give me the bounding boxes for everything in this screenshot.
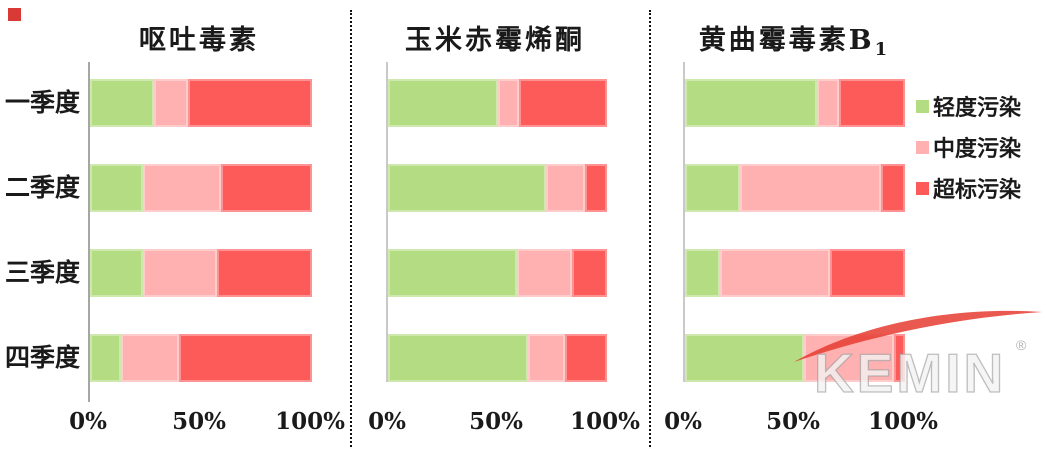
- row-label-q4: 四季度: [4, 343, 80, 372]
- bar-segment-medium: [740, 164, 881, 212]
- legend-label: 中度污染: [933, 136, 1022, 162]
- panel-title-text: 呕吐毒素: [139, 25, 259, 56]
- x-tick-50: 50%: [766, 408, 820, 435]
- bar-segment-medium: [121, 334, 179, 382]
- bar-segment-medium: [154, 79, 188, 127]
- bar-row: [685, 334, 905, 382]
- bar-segment-medium: [720, 249, 831, 297]
- bar-segment-light: [90, 249, 144, 297]
- dotted-divider-1: [350, 10, 352, 447]
- legend-label: 轻度污染: [933, 95, 1022, 121]
- bar-segment-exceed: [585, 164, 607, 212]
- bar-segment-light: [388, 334, 529, 382]
- legend-item-exceed: 超标污染: [916, 174, 1022, 203]
- registered-mark-icon: ®: [1016, 337, 1027, 353]
- bar-row: [388, 164, 607, 212]
- panel-title-text: 玉米赤霉烯酮: [405, 25, 585, 56]
- x-tick-50: 50%: [172, 408, 226, 435]
- x-tick-0: 0%: [664, 408, 702, 435]
- bar-row: [90, 249, 312, 297]
- bar-segment-light: [90, 334, 122, 382]
- bar-segment-light: [685, 249, 721, 297]
- panel-title-vomitoxin: 呕吐毒素: [49, 18, 349, 56]
- bar-segment-exceed: [220, 164, 312, 212]
- bar-segment-exceed: [893, 334, 905, 382]
- bar-segment-light: [90, 79, 155, 127]
- bar-segment-light: [388, 79, 498, 127]
- bar-segment-exceed: [565, 334, 607, 382]
- bar-segment-exceed: [880, 164, 905, 212]
- legend-swatch-light-icon: [916, 99, 929, 113]
- legend-item-light: 轻度污染: [916, 92, 1022, 121]
- x-tick-100: 100%: [868, 408, 938, 435]
- bar-segment-exceed: [839, 79, 905, 127]
- bar-segment-exceed: [519, 79, 607, 127]
- x-tick-100: 100%: [275, 408, 345, 435]
- bar-segment-exceed: [830, 249, 905, 297]
- legend: 轻度污染 中度污染 超标污染: [916, 92, 1021, 215]
- bar-row: [388, 249, 607, 297]
- x-tick-0: 0%: [69, 408, 107, 435]
- bar-segment-light: [388, 164, 546, 212]
- bar-segment-medium: [497, 79, 520, 127]
- bar-segment-medium: [143, 164, 221, 212]
- bar-segment-medium: [545, 164, 586, 212]
- bar-segment-exceed: [178, 334, 312, 382]
- bar-segment-medium: [143, 249, 217, 297]
- legend-swatch-exceed-icon: [916, 181, 929, 195]
- bar-segment-exceed: [571, 249, 607, 297]
- panel-title-subscript: 1: [874, 39, 888, 60]
- x-tick-0: 0%: [368, 408, 406, 435]
- bar-segment-light: [685, 164, 740, 212]
- bar-segment-medium: [817, 79, 839, 127]
- bar-row: [388, 334, 607, 382]
- bar-segment-medium: [517, 249, 572, 297]
- dotted-divider-2: [649, 10, 651, 447]
- legend-label: 超标污染: [933, 177, 1022, 203]
- bar-row: [685, 164, 905, 212]
- x-tick-100: 100%: [570, 408, 640, 435]
- bar-segment-medium: [528, 334, 566, 382]
- plot-area-aflatoxin-b1: [683, 62, 905, 382]
- bar-row: [90, 164, 312, 212]
- bar-segment-medium: [803, 334, 894, 382]
- plot-area-vomitoxin: [88, 62, 312, 402]
- corner-red-square: [8, 8, 21, 21]
- legend-item-medium: 中度污染: [916, 133, 1022, 162]
- panel-title-aflatoxin-b1: 黄曲霉毒素B1: [643, 18, 943, 60]
- bar-segment-exceed: [216, 249, 312, 297]
- bar-segment-light: [685, 334, 804, 382]
- legend-swatch-medium-icon: [916, 140, 929, 154]
- bar-row: [685, 249, 905, 297]
- row-label-q2: 二季度: [4, 173, 80, 202]
- bar-row: [90, 334, 312, 382]
- panel-title-zearalenone: 玉米赤霉烯酮: [345, 18, 645, 56]
- x-tick-50: 50%: [469, 408, 523, 435]
- bar-segment-light: [388, 249, 518, 297]
- bar-segment-light: [90, 164, 144, 212]
- plot-area-zearalenone: [386, 62, 607, 382]
- row-label-q3: 三季度: [4, 258, 80, 287]
- bar-segment-light: [685, 79, 817, 127]
- bar-row: [685, 79, 905, 127]
- bar-segment-exceed: [187, 79, 312, 127]
- bar-row: [90, 79, 312, 127]
- bar-row: [388, 79, 607, 127]
- panel-title-text: 黄曲霉毒素B: [698, 25, 875, 56]
- row-label-q1: 一季度: [4, 88, 80, 117]
